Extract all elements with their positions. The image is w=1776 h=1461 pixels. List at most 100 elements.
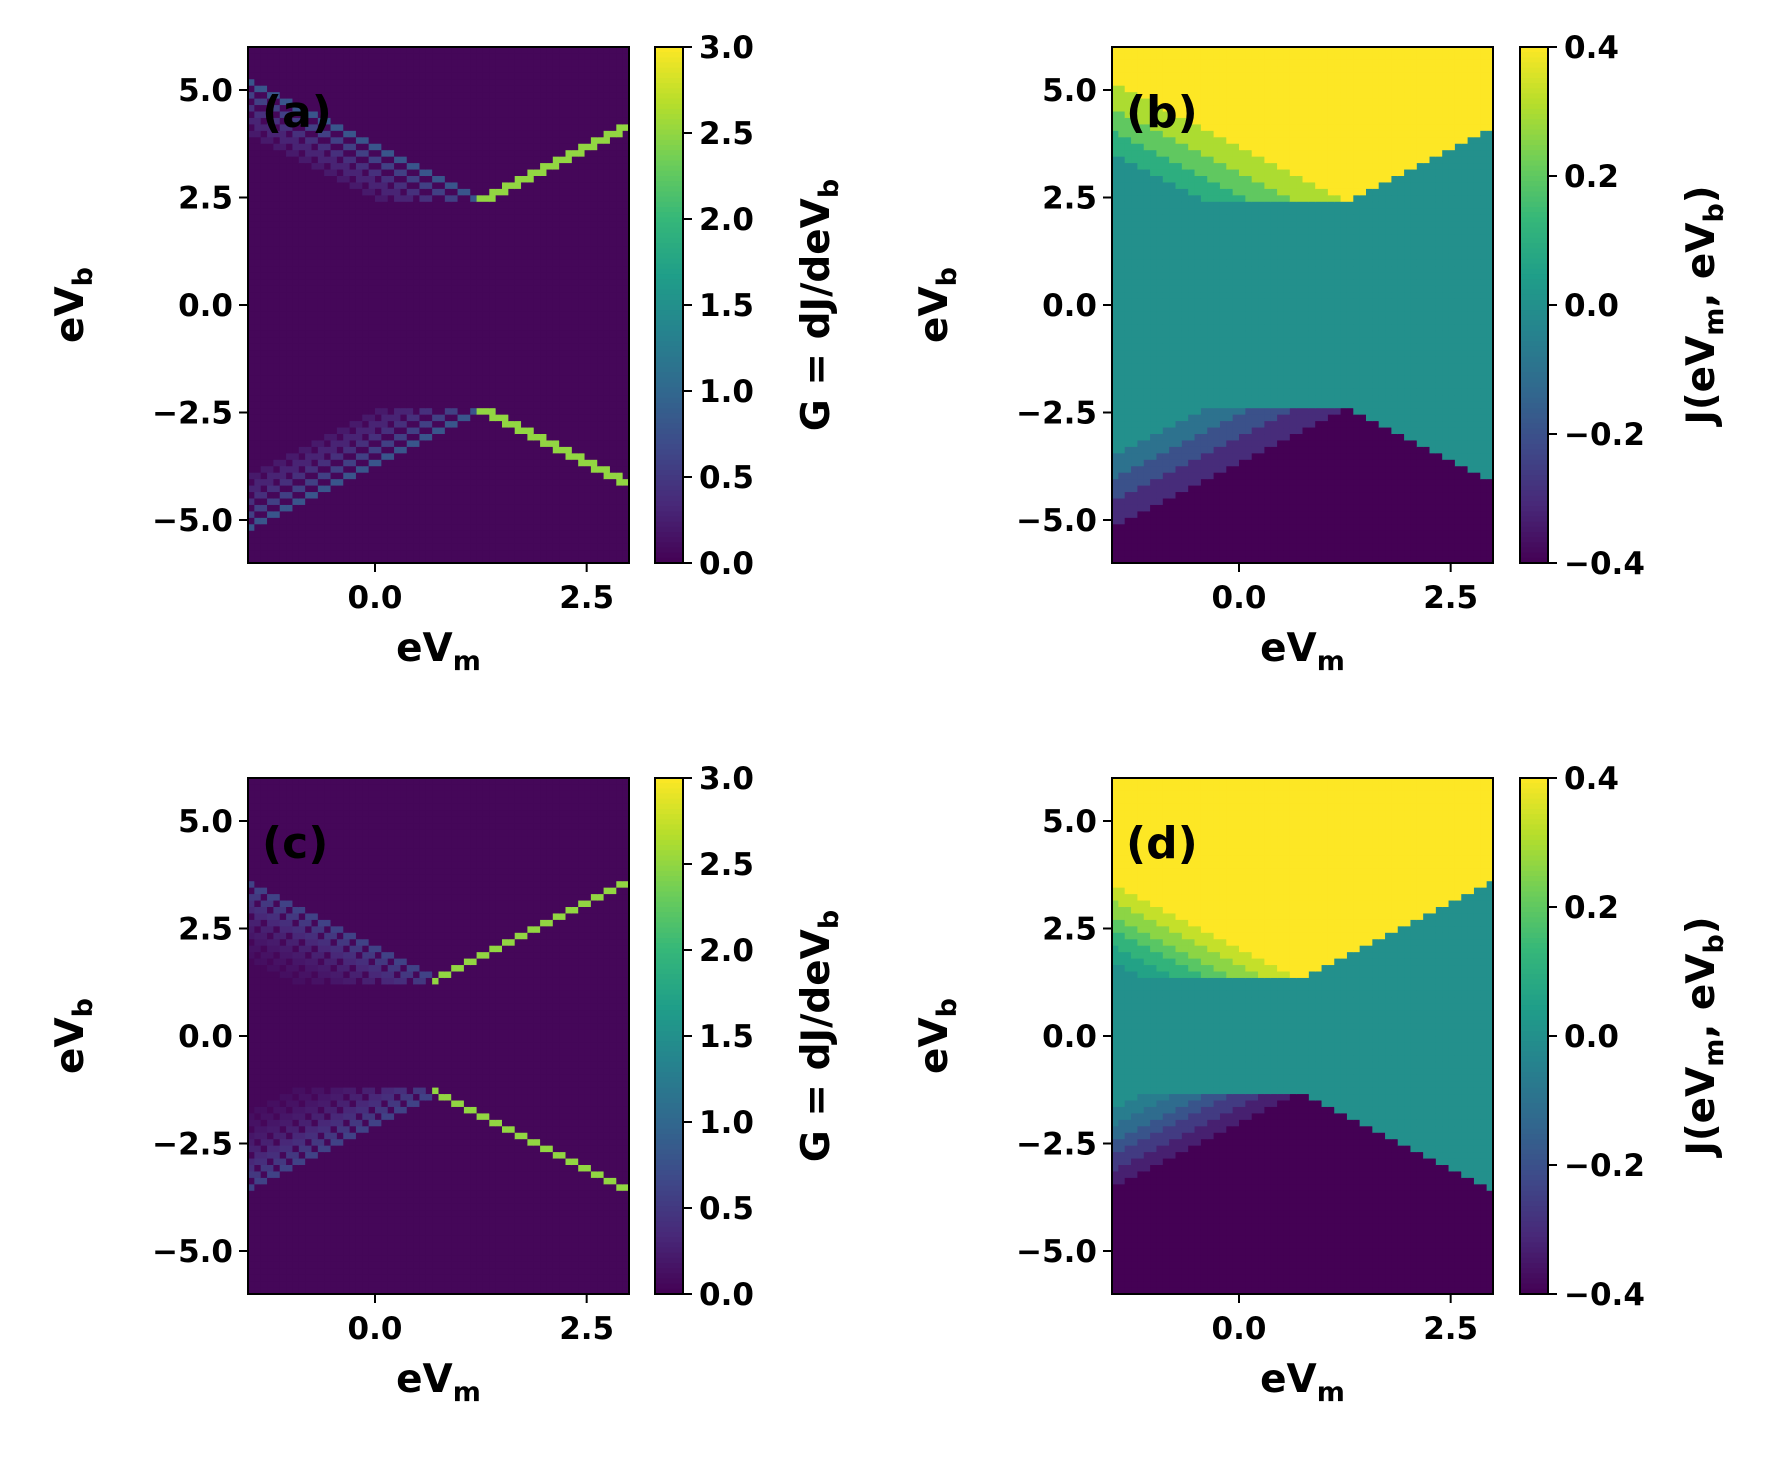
heatmap-cell — [540, 188, 548, 196]
heatmap-cell — [552, 453, 560, 461]
heatmap-cell — [438, 137, 446, 145]
heatmap-cell — [476, 530, 484, 538]
heatmap-cell — [571, 479, 579, 487]
heatmap-cell — [616, 201, 624, 209]
heatmap-cell — [521, 111, 528, 119]
heatmap-cell — [482, 453, 490, 461]
heatmap-cell — [254, 79, 262, 87]
heatmap-cell — [609, 266, 617, 274]
heatmap-cell — [444, 182, 452, 190]
heatmap-cell — [362, 279, 370, 287]
heatmap-cell — [521, 176, 528, 184]
heatmap-cell — [311, 305, 319, 313]
heatmap-cell — [559, 292, 567, 300]
heatmap-cell — [451, 517, 459, 525]
heatmap-cell — [248, 369, 255, 377]
heatmap-cell — [425, 124, 433, 132]
heatmap-cell — [457, 292, 465, 300]
heatmap-cell — [489, 156, 497, 164]
heatmap-cell — [533, 59, 541, 67]
colorbar-segment — [655, 521, 683, 528]
heatmap-cell — [470, 427, 478, 435]
heatmap-cell — [286, 550, 294, 558]
heatmap-cell — [343, 369, 351, 377]
heatmap-cell — [571, 137, 579, 145]
heatmap-cell — [248, 472, 255, 480]
heatmap-cell — [476, 427, 484, 435]
heatmap-cell — [406, 453, 414, 461]
heatmap-cell — [267, 440, 274, 448]
heatmap-cell — [273, 543, 281, 551]
heatmap-cell — [400, 511, 408, 519]
heatmap-cell — [502, 253, 509, 261]
heatmap-cell — [540, 479, 548, 487]
colorbar-tick-label: 3.0 — [699, 30, 754, 66]
heatmap-cell — [444, 240, 452, 248]
heatmap-cell — [1112, 279, 1119, 287]
heatmap-cell — [336, 156, 344, 164]
heatmap-cell — [419, 350, 427, 358]
heatmap-cell — [438, 169, 446, 177]
heatmap-cell — [330, 124, 338, 132]
heatmap-cell — [292, 421, 300, 429]
heatmap-cell — [603, 337, 611, 345]
heatmap-cell — [273, 105, 281, 113]
heatmap-cell — [292, 550, 300, 558]
heatmap-cell — [597, 382, 605, 390]
heatmap-cell — [609, 117, 617, 125]
heatmap-cell — [559, 208, 567, 216]
heatmap-cell — [355, 434, 363, 442]
heatmap-cell — [597, 143, 605, 151]
heatmap-cell — [514, 324, 522, 332]
heatmap-cell — [311, 208, 319, 216]
colorbar-segment — [655, 346, 683, 353]
heatmap-cell — [273, 208, 281, 216]
heatmap-cell — [597, 253, 605, 261]
heatmap-cell — [305, 298, 313, 306]
heatmap-cell — [521, 143, 528, 151]
heatmap-cell — [527, 47, 535, 55]
heatmap-cell — [248, 208, 255, 216]
heatmap-cell — [425, 227, 433, 235]
heatmap-cell — [584, 117, 592, 125]
heatmap-cell — [565, 369, 573, 377]
heatmap-cell — [597, 169, 605, 177]
heatmap-cell — [495, 298, 503, 306]
heatmap-cell — [273, 195, 281, 203]
heatmap-cell — [457, 369, 465, 377]
heatmap-cell — [527, 517, 535, 525]
heatmap-cell — [527, 150, 535, 158]
heatmap-cell — [476, 305, 484, 313]
heatmap-cell — [413, 395, 421, 403]
heatmap-cell — [482, 375, 490, 383]
heatmap-cell — [482, 337, 490, 345]
heatmap-cell — [305, 176, 313, 184]
heatmap-cell — [400, 188, 408, 196]
heatmap-cell — [375, 311, 382, 319]
heatmap-cell — [324, 317, 332, 325]
heatmap-cell — [432, 79, 440, 87]
heatmap-cell — [482, 311, 490, 319]
heatmap-cell — [508, 53, 516, 61]
heatmap-cell — [470, 124, 478, 132]
heatmap-cell — [451, 382, 459, 390]
heatmap-cell — [521, 498, 528, 506]
heatmap-cell — [349, 556, 357, 564]
heatmap-cell — [476, 221, 484, 229]
heatmap-cell — [368, 150, 376, 158]
heatmap-cell — [311, 459, 319, 467]
heatmap-cell — [578, 427, 586, 435]
heatmap-cell — [559, 253, 567, 261]
heatmap-cell — [330, 317, 338, 325]
heatmap-cell — [330, 66, 338, 74]
heatmap-cell — [533, 53, 541, 61]
heatmap-cell — [336, 253, 344, 261]
heatmap-cell — [438, 427, 446, 435]
heatmap-cell — [527, 292, 535, 300]
heatmap-cell — [311, 298, 319, 306]
heatmap-cell — [343, 427, 351, 435]
heatmap-cell — [343, 401, 351, 409]
heatmap-cell — [425, 375, 433, 383]
heatmap-cell — [368, 311, 376, 319]
heatmap-cell — [381, 427, 389, 435]
